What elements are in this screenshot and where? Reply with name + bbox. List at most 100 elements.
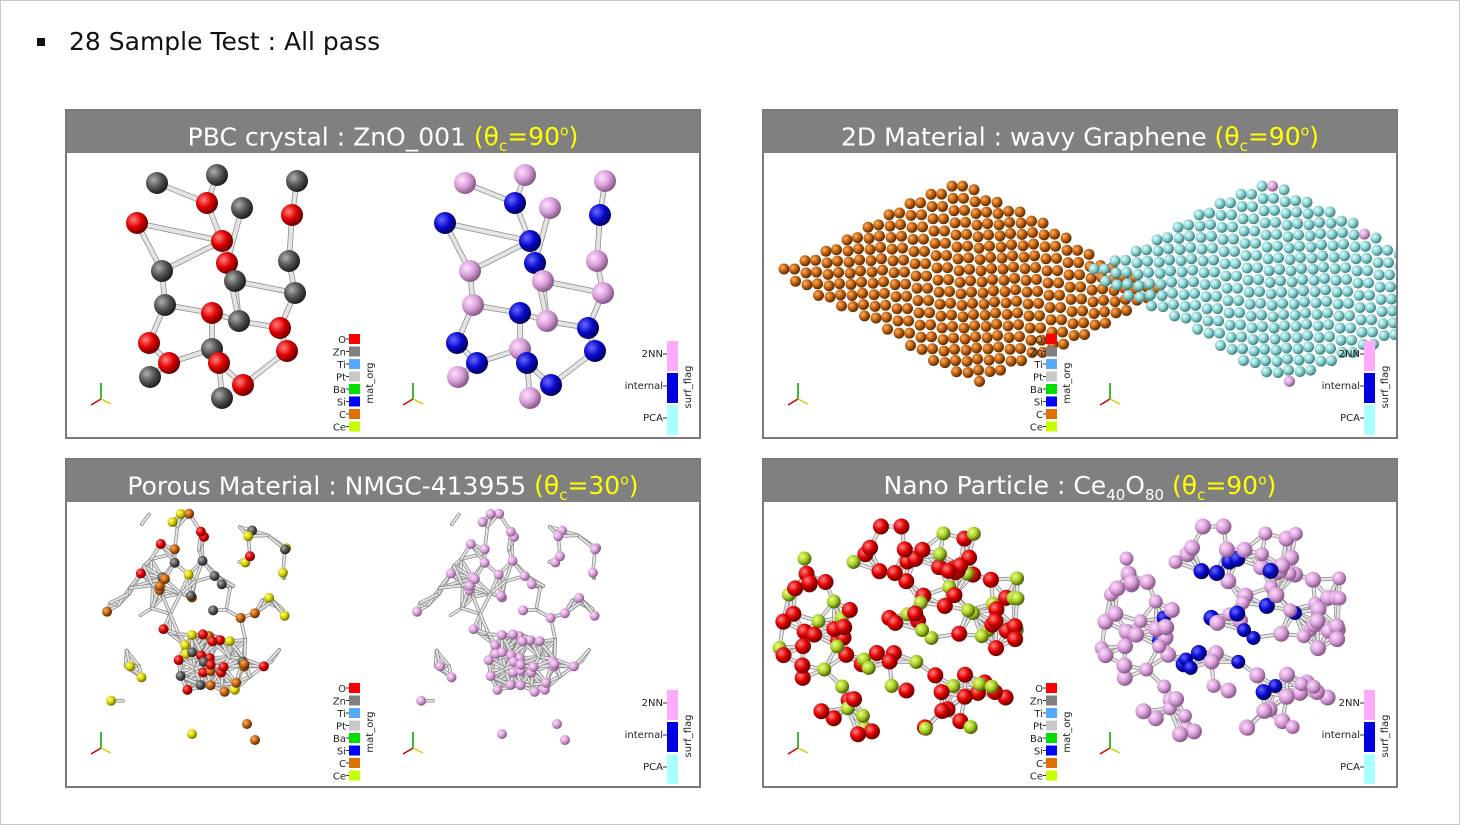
- atom: [1306, 252, 1318, 264]
- atom: [1256, 309, 1267, 321]
- atom: [1183, 660, 1198, 675]
- atom: [1254, 286, 1265, 298]
- atom: [835, 679, 850, 694]
- atom: [916, 209, 927, 221]
- atom: [872, 518, 889, 535]
- atom: [1008, 261, 1019, 273]
- atom: [1022, 298, 1034, 310]
- atom: [999, 286, 1011, 298]
- atom: [1061, 244, 1073, 256]
- atom: [934, 702, 951, 719]
- atom: [1038, 229, 1050, 241]
- legend-surf-flag: 2NN internal PCA surf_flag: [625, 341, 694, 435]
- atom: [539, 197, 561, 219]
- atom: [1169, 310, 1180, 322]
- atom: [1338, 238, 1349, 250]
- atom: [446, 672, 457, 683]
- atom: [1344, 310, 1355, 322]
- atom: [825, 710, 842, 727]
- atom: [479, 557, 490, 568]
- atom: [507, 555, 518, 566]
- atom: [1278, 184, 1290, 196]
- atom: [1219, 258, 1231, 270]
- atom: [559, 608, 570, 619]
- atom: [1295, 251, 1306, 263]
- atom: [1284, 375, 1295, 387]
- atom: [1243, 286, 1255, 298]
- atom: [924, 307, 935, 319]
- atom: [276, 340, 298, 362]
- atom: [208, 605, 219, 616]
- atom: [1174, 243, 1186, 255]
- atom: [1260, 355, 1271, 367]
- atom: [1366, 314, 1377, 326]
- atom: [1143, 266, 1154, 278]
- atom: [1231, 270, 1242, 282]
- atom: [831, 244, 842, 256]
- atom: [1271, 228, 1282, 240]
- atom: [1033, 297, 1044, 309]
- atom: [1060, 232, 1072, 244]
- atom: [1049, 228, 1060, 240]
- atom: [907, 605, 924, 622]
- atom: [1235, 319, 1246, 331]
- atom: [1000, 297, 1012, 309]
- atom: [258, 661, 269, 672]
- atom: [968, 309, 979, 321]
- atom: [868, 645, 885, 662]
- panel-title-text: 2D Material : wavy Graphene: [841, 122, 1207, 152]
- atom: [1277, 297, 1288, 309]
- atom: [898, 573, 915, 590]
- atom: [980, 195, 991, 207]
- atom: [589, 204, 611, 226]
- atom: [469, 574, 480, 585]
- legend-label: Ba: [333, 385, 346, 396]
- atom: [984, 366, 996, 378]
- atom: [932, 274, 944, 286]
- atom: [987, 613, 1004, 630]
- atom: [280, 544, 291, 555]
- atom: [1246, 322, 1258, 334]
- atom: [1363, 277, 1374, 289]
- atom: [1204, 207, 1215, 219]
- atom: [1279, 196, 1291, 208]
- atom: [817, 573, 834, 590]
- legend-swatch: [1046, 733, 1057, 743]
- panel-title-text: Porous Material : NMGC-413955: [127, 471, 527, 501]
- atom: [173, 655, 184, 666]
- atom: [286, 170, 308, 192]
- atom: [964, 263, 975, 275]
- atom: [884, 220, 896, 232]
- atom: [904, 327, 915, 339]
- atom: [1329, 263, 1341, 275]
- atom: [1134, 291, 1146, 303]
- atom: [956, 299, 968, 311]
- atom: [1265, 288, 1277, 300]
- atom: [981, 332, 993, 344]
- atom: [509, 302, 531, 324]
- atom: [1281, 342, 1292, 354]
- legend-swatch: [1046, 396, 1057, 407]
- atom: [1304, 352, 1315, 364]
- legend-title: mat_org: [1062, 362, 1073, 403]
- atom: [553, 531, 564, 542]
- legend-label: 2NN: [1339, 349, 1360, 360]
- legend-swatch: [349, 409, 360, 419]
- atom: [1100, 275, 1111, 287]
- atom: [1224, 319, 1236, 331]
- axes-triad-icon: [787, 383, 809, 406]
- atom: [928, 354, 939, 366]
- atom: [183, 569, 194, 580]
- legend-label: internal: [625, 730, 663, 741]
- atom: [1237, 623, 1252, 638]
- atom: [978, 298, 990, 310]
- atom: [1215, 339, 1226, 351]
- legend-swatch: [1046, 371, 1057, 382]
- atom: [1231, 654, 1246, 669]
- atom: [1249, 225, 1260, 237]
- atom: [1247, 200, 1258, 212]
- atom: [135, 568, 146, 579]
- atom: [1021, 286, 1033, 298]
- atom: [846, 691, 863, 708]
